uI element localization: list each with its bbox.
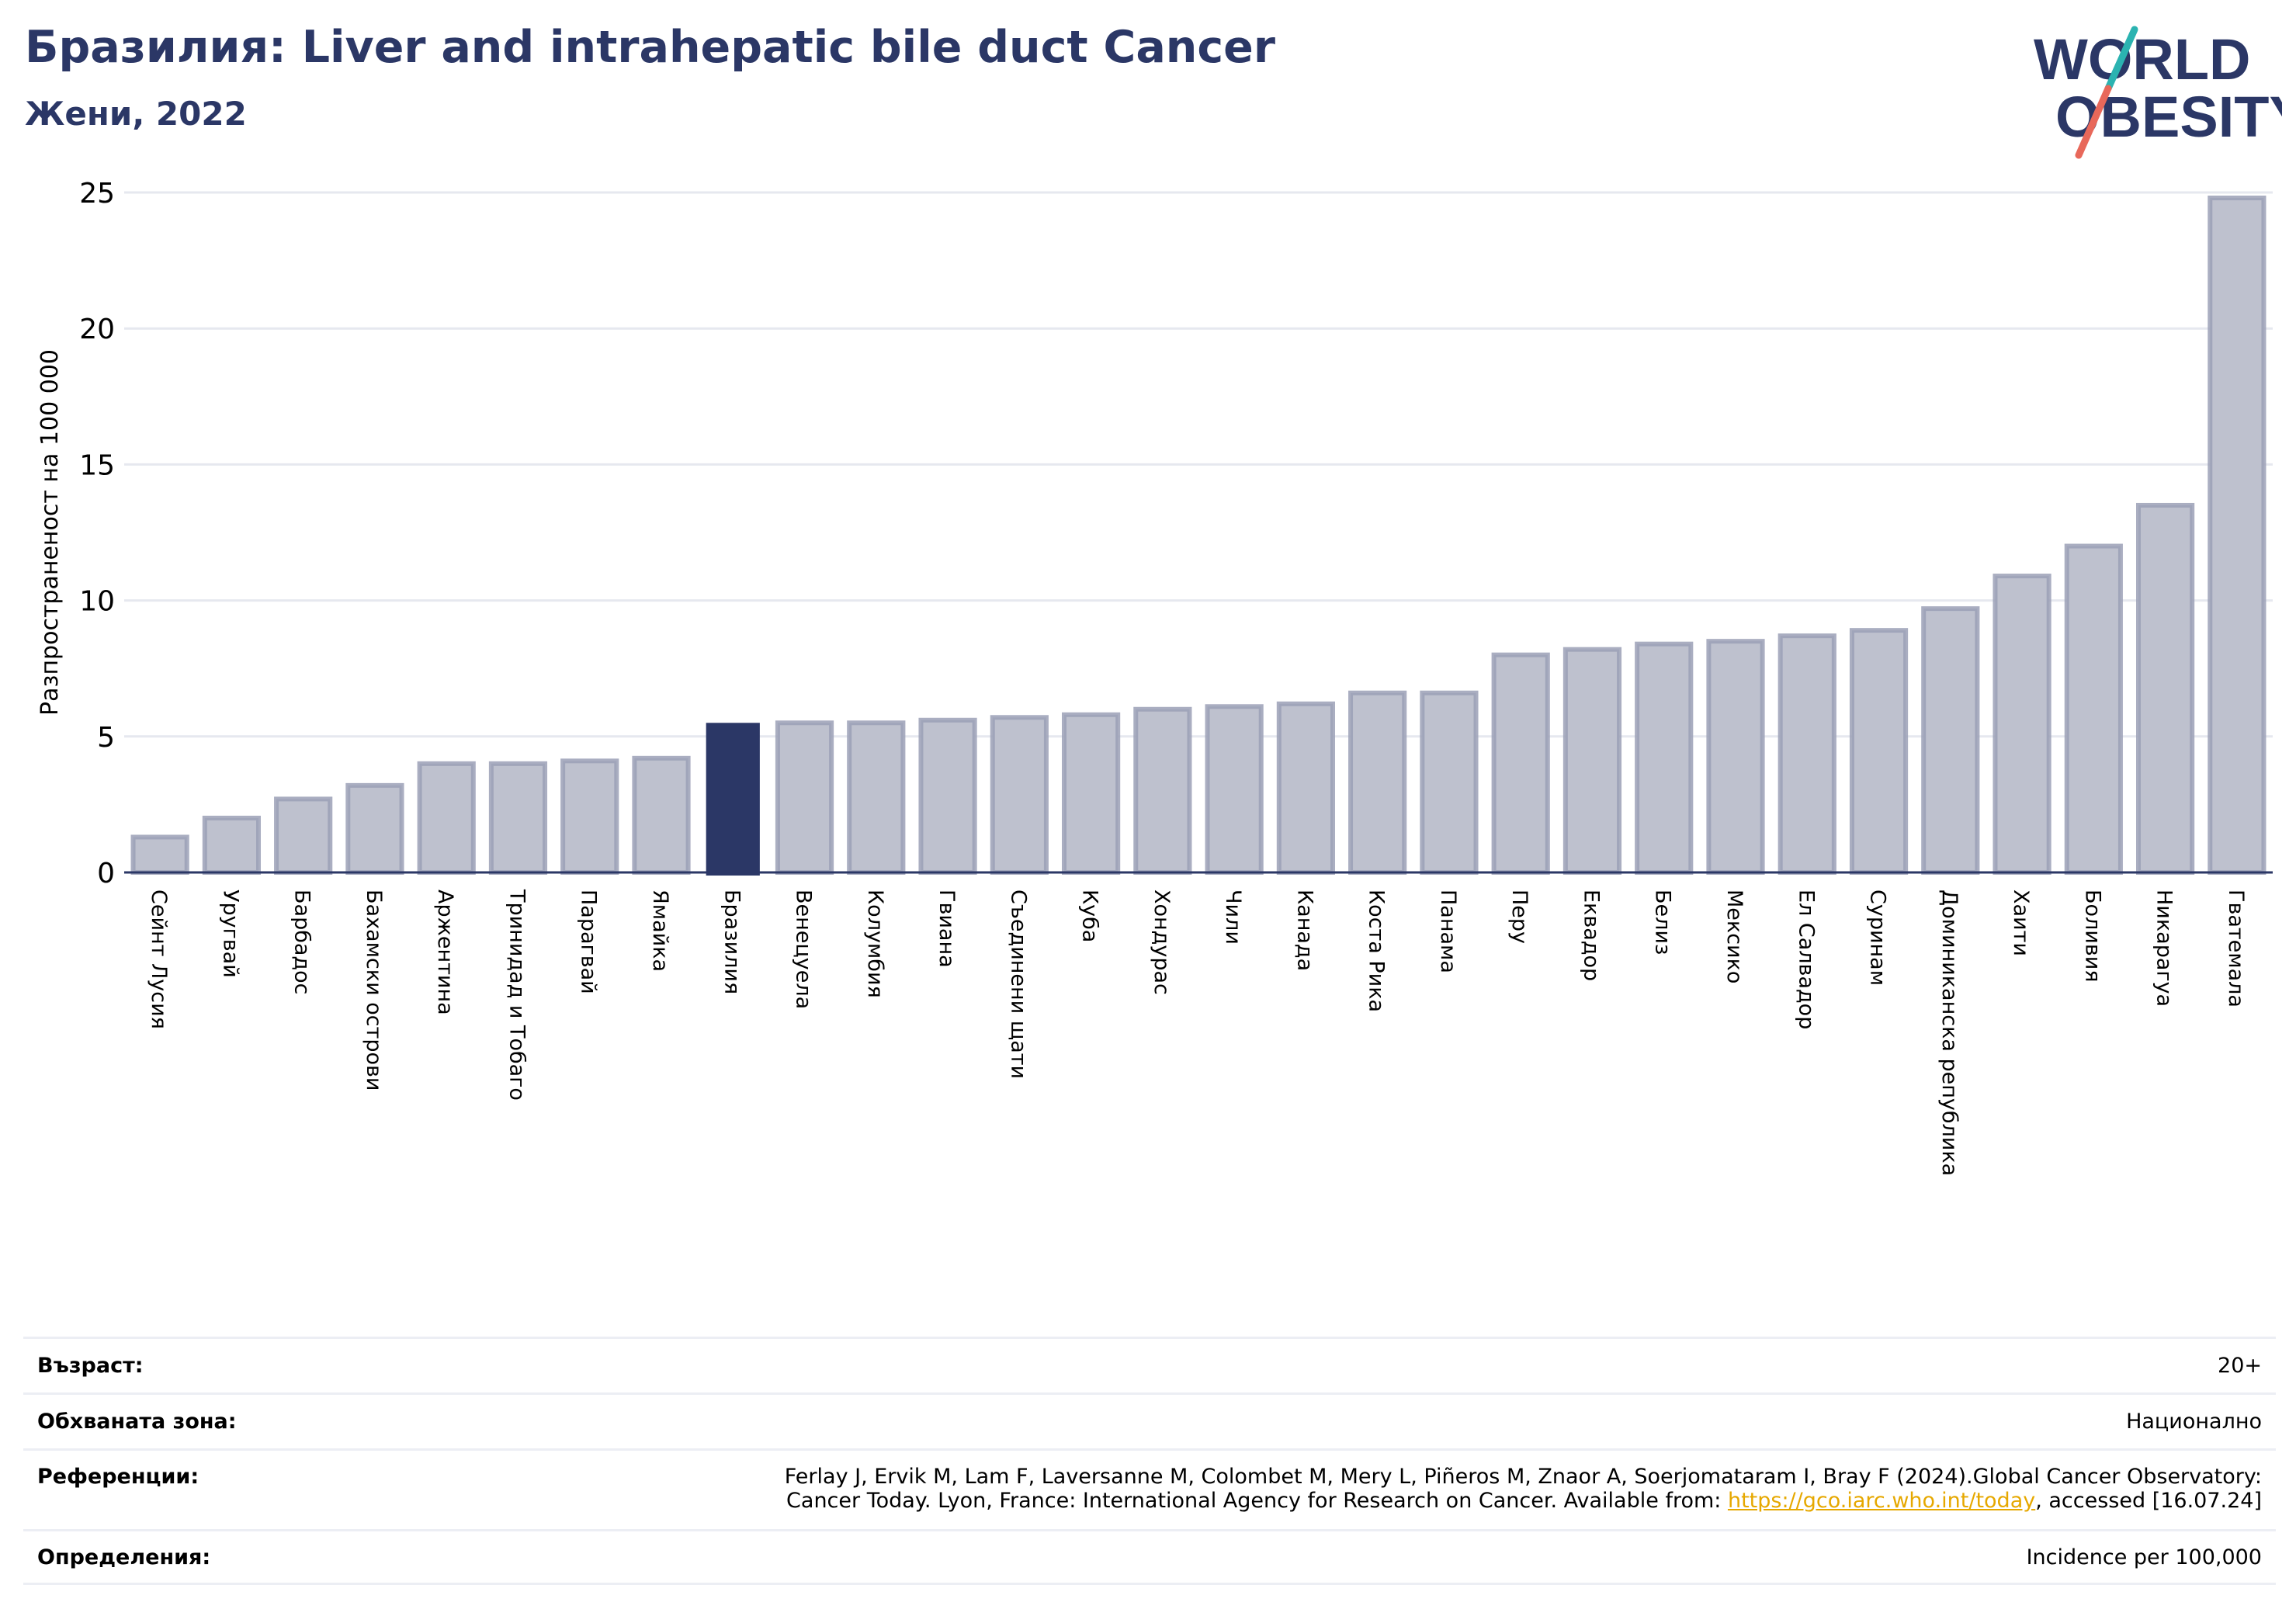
age-label: Възраст: <box>37 1354 144 1378</box>
x-tick-label: Барбадос <box>290 890 314 994</box>
bar <box>706 723 760 876</box>
bar <box>1635 641 1694 875</box>
bar <box>202 815 261 876</box>
x-tick-label: Хондурас <box>1150 890 1174 995</box>
page-subtitle: Жени, 2022 <box>25 95 247 133</box>
x-tick-label: Тринидад и Тобаго <box>505 889 529 1101</box>
bar <box>1921 606 1980 875</box>
x-tick-label: Сейнт Лусия <box>147 890 171 1029</box>
footer-row-age: Възраст: 20+ <box>23 1337 2276 1392</box>
bar <box>1777 633 1836 875</box>
x-tick-label: Никарагуа <box>2152 890 2176 1007</box>
logo-line1: WORLD <box>2034 27 2251 92</box>
logo-slash-bottom <box>2075 85 2112 159</box>
x-tick-label: Канада <box>1292 890 1316 971</box>
bar <box>1420 690 1479 876</box>
bar <box>130 834 189 875</box>
y-tick-label: 15 <box>79 449 115 481</box>
bar <box>632 755 691 875</box>
references-label: Референции: <box>37 1465 199 1489</box>
bar <box>1993 574 2051 876</box>
y-tick-label: 5 <box>97 722 115 754</box>
x-tick-label: Бахамски острови <box>362 890 386 1091</box>
x-tick-label: Аржентина <box>433 890 457 1015</box>
bar <box>1205 704 1264 875</box>
x-tick-label: Перу <box>1507 890 1531 944</box>
x-tick-label: Белиз <box>1651 890 1675 955</box>
bar <box>2064 543 2123 876</box>
definitions-value: Incidence per 100,000 <box>2026 1545 2262 1569</box>
x-tick-label: Боливия <box>2080 890 2104 983</box>
bar <box>1348 690 1407 876</box>
x-tick-label: Ел Салвадор <box>1794 890 1818 1029</box>
x-tick-label: Еквадор <box>1579 890 1603 981</box>
bar <box>775 720 834 876</box>
x-tick-label: Уругвай <box>218 890 242 978</box>
coverage-value: Национално <box>2126 1410 2262 1434</box>
footer-row-definitions: Определения: Incidence per 100,000 <box>23 1529 2276 1585</box>
y-axis-label: Разпространеност на 100 000 <box>36 349 64 716</box>
x-tick-label: Парагвай <box>577 890 601 994</box>
y-tick-label: 20 <box>79 314 115 345</box>
x-tick-label: Гвиана <box>935 890 959 968</box>
y-tick-label: 0 <box>97 858 115 890</box>
bar <box>2208 196 2267 875</box>
references-line2: Cancer Today. Lyon, France: Internationa… <box>785 1489 2262 1513</box>
bar <box>847 720 906 876</box>
x-tick-label: Мексико <box>1722 890 1746 983</box>
x-tick-label: Суринам <box>1866 890 1890 986</box>
references-value: Ferlay J, Ervik M, Lam F, Laversanne M, … <box>785 1465 2262 1513</box>
references-line1: Ferlay J, Ervik M, Lam F, Laversanne M, … <box>784 1465 2262 1489</box>
coverage-label: Обхваната зона: <box>37 1410 237 1434</box>
x-tick-label: Венецуела <box>792 890 816 1009</box>
bar <box>1133 706 1192 876</box>
bar <box>2136 502 2195 876</box>
footer-row-coverage: Обхваната зона: Национално <box>23 1392 2276 1448</box>
references-link[interactable]: https://gco.iarc.who.int/today <box>1727 1489 2036 1513</box>
x-tick-label: Бразилия <box>720 890 744 994</box>
logo-slash-top <box>2104 26 2138 92</box>
x-tick-label: Колумбия <box>863 890 887 998</box>
bar <box>1062 712 1121 875</box>
y-tick-label: 25 <box>79 178 115 210</box>
x-tick-label: Съединени щати <box>1006 890 1030 1079</box>
x-tick-label: Хаити <box>2009 890 2033 956</box>
x-tick-label: Куба <box>1078 890 1102 942</box>
age-value: 20+ <box>2218 1354 2262 1378</box>
x-tick-label: Коста Рика <box>1365 890 1389 1012</box>
references-accessed: , accessed [16.07.24] <box>2035 1489 2262 1513</box>
bar <box>560 758 619 875</box>
y-tick-label: 10 <box>79 586 115 618</box>
bar <box>1706 639 1765 875</box>
page-title: Бразилия: Liver and intrahepatic bile du… <box>25 22 1275 73</box>
bar <box>918 717 977 875</box>
x-tick-label: Гватемала <box>2224 890 2248 1007</box>
bar <box>990 715 1049 875</box>
bar <box>1849 628 1909 875</box>
definitions-label: Определения: <box>37 1545 211 1569</box>
bar <box>1276 701 1336 876</box>
bar <box>1491 652 1550 875</box>
bar <box>488 761 548 876</box>
bar <box>345 782 404 876</box>
bar <box>274 796 333 875</box>
chart-footer: Възраст: 20+ Обхваната зона: Национално … <box>23 1337 2276 1585</box>
x-tick-label: Ямайка <box>648 890 672 972</box>
bar-chart: 0 5 10 15 20 25 Разпространеност на 100 000 Сей… <box>36 178 2273 1176</box>
footer-row-references: Референции: Ferlay J, Ervik M, Lam F, La… <box>23 1448 2276 1529</box>
bar <box>417 761 476 876</box>
references-text: Cancer Today. Lyon, France: Internationa… <box>786 1489 1728 1513</box>
x-tick-label: Панама <box>1436 890 1460 973</box>
bar <box>1562 647 1622 875</box>
world-obesity-logo: WORLD OBESITY <box>2034 26 2282 159</box>
x-tick-label: Чили <box>1221 890 1245 945</box>
x-tick-label: Доминиканска република <box>1937 890 1961 1176</box>
